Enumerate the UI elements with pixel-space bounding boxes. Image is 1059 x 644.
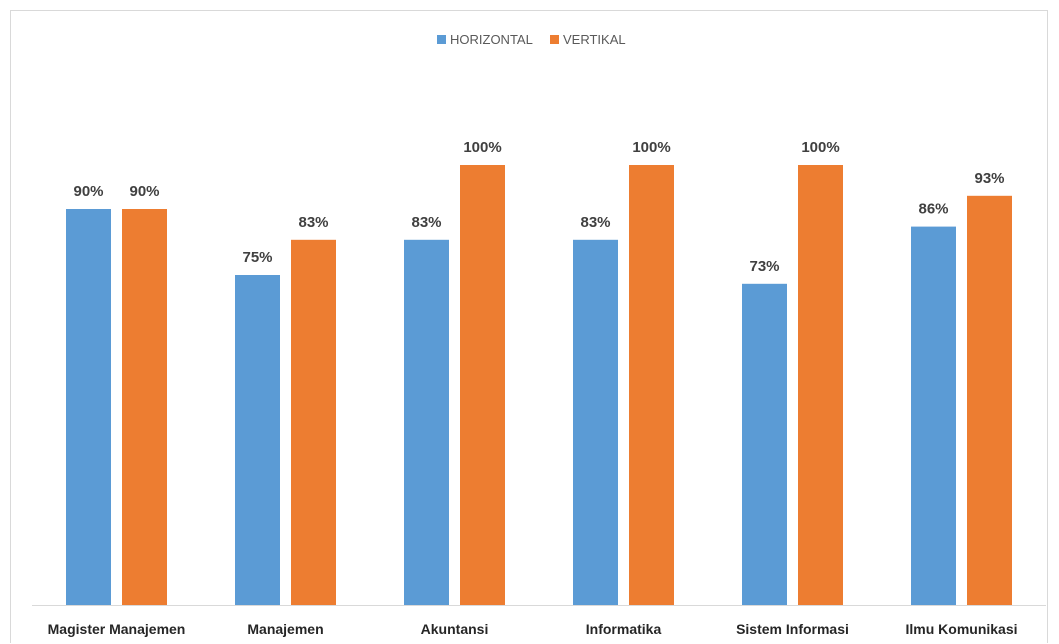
bar-horizontal-1 bbox=[235, 275, 280, 605]
category-label-0: Magister Manajemen bbox=[48, 621, 186, 637]
data-label-vertikal-1: 83% bbox=[298, 214, 328, 231]
data-label-vertikal-5: 93% bbox=[974, 170, 1004, 187]
bar-horizontal-0 bbox=[66, 209, 111, 605]
legend: HORIZONTAL VERTIKAL bbox=[437, 32, 626, 47]
bar-vertikal-1 bbox=[291, 239, 336, 606]
category-label-3: Informatika bbox=[586, 621, 662, 637]
chart-frame bbox=[10, 10, 1048, 643]
legend-swatch-horizontal bbox=[437, 35, 446, 44]
bar-horizontal-5 bbox=[911, 226, 956, 605]
bar-vertikal-4 bbox=[798, 165, 843, 605]
bar-horizontal-2 bbox=[404, 239, 449, 606]
bar-vertikal-5 bbox=[967, 195, 1012, 606]
bar-horizontal-3 bbox=[573, 239, 618, 606]
category-label-5: Ilmu Komunikasi bbox=[905, 621, 1017, 637]
data-label-horizontal-3: 83% bbox=[580, 214, 610, 231]
data-label-horizontal-1: 75% bbox=[242, 249, 272, 266]
data-label-vertikal-2: 100% bbox=[463, 139, 501, 156]
category-label-2: Akuntansi bbox=[421, 621, 489, 637]
category-label-4: Sistem Informasi bbox=[736, 621, 849, 637]
data-label-horizontal-0: 90% bbox=[73, 183, 103, 200]
bar-vertikal-3 bbox=[629, 165, 674, 605]
legend-label-vertikal: VERTIKAL bbox=[563, 32, 626, 47]
data-label-horizontal-5: 86% bbox=[918, 201, 948, 218]
data-label-horizontal-4: 73% bbox=[749, 258, 779, 275]
bar-vertikal-0 bbox=[122, 209, 167, 605]
data-label-vertikal-4: 100% bbox=[801, 139, 839, 156]
data-label-vertikal-3: 100% bbox=[632, 139, 670, 156]
bar-vertikal-2 bbox=[460, 165, 505, 605]
legend-swatch-vertikal bbox=[550, 35, 559, 44]
data-label-vertikal-0: 90% bbox=[129, 183, 159, 200]
bar-horizontal-4 bbox=[742, 283, 787, 605]
legend-label-horizontal: HORIZONTAL bbox=[450, 32, 533, 47]
data-label-horizontal-2: 83% bbox=[411, 214, 441, 231]
category-label-1: Manajemen bbox=[247, 621, 323, 637]
